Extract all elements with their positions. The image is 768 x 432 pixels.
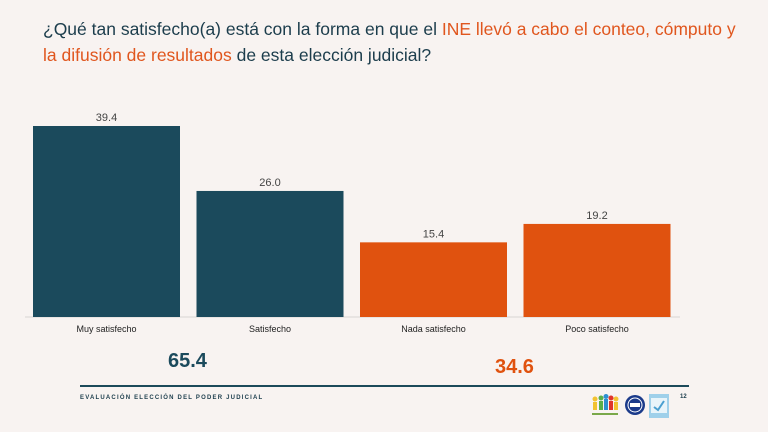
certification-seal-logo bbox=[624, 394, 646, 421]
data-label: 39.4 bbox=[96, 112, 117, 124]
category-label: Satisfecho bbox=[249, 324, 291, 334]
data-label: 19.2 bbox=[586, 210, 607, 222]
page-number: 12 bbox=[680, 394, 687, 400]
title-part3: de esta elección judicial? bbox=[231, 45, 432, 65]
bar-3 bbox=[523, 223, 671, 317]
title-highlight: INE llevó a cabo el conteo, cómputo y la… bbox=[43, 19, 736, 65]
total-unsatisfied: 34.6 bbox=[495, 356, 534, 378]
footer-divider bbox=[80, 385, 689, 387]
total-satisfied: 65.4 bbox=[168, 350, 207, 372]
category-label: Poco satisfecho bbox=[565, 324, 629, 334]
quality-badge-logo bbox=[649, 394, 669, 423]
category-label: Nada satisfecho bbox=[401, 324, 466, 334]
data-label: 15.4 bbox=[423, 228, 444, 240]
data-label: 26.0 bbox=[259, 177, 280, 189]
category-label: Muy satisfecho bbox=[76, 324, 136, 334]
bar-1 bbox=[196, 190, 344, 317]
bar-chart: 39.4 Muy satisfecho 26.0 Satisfecho 15.4 Nada… bbox=[25, 112, 680, 334]
bar-2 bbox=[360, 242, 507, 317]
parametria-logo bbox=[588, 394, 622, 425]
footer-text: EVALUACIÓN ELECCIÓN DEL PODER JUDICIAL bbox=[80, 395, 264, 401]
title-part1: ¿Qué tan satisfecho(a) está con la forma… bbox=[43, 19, 442, 39]
slide-title: ¿Qué tan satisfecho(a) está con la forma… bbox=[43, 16, 743, 68]
bar-0 bbox=[33, 126, 180, 317]
